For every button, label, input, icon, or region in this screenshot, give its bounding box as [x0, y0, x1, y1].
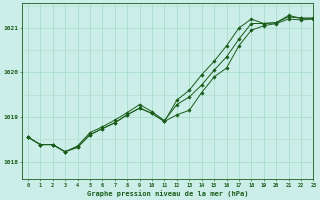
X-axis label: Graphe pression niveau de la mer (hPa): Graphe pression niveau de la mer (hPa): [87, 190, 248, 197]
